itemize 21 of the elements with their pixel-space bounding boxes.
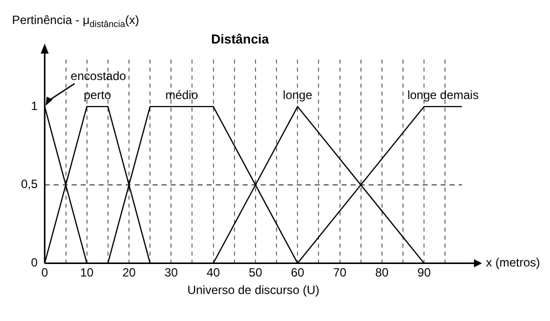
x-tick-label: 10 <box>80 266 94 280</box>
x-tick-label: 20 <box>122 266 136 280</box>
x-tick-label: 0 <box>41 266 48 280</box>
x-tick-label: 80 <box>375 266 389 280</box>
series-label: médio <box>165 88 198 102</box>
chart-title: Distância <box>211 31 270 46</box>
x-tick-label: 70 <box>333 266 347 280</box>
x-tick-label: 90 <box>417 266 432 280</box>
x-tick-label: 50 <box>248 266 262 280</box>
text: x (metros) <box>486 256 540 270</box>
y-tick-label: 0,5 <box>20 177 38 192</box>
x-axis-title: Universo de discurso (U) <box>187 283 320 298</box>
y-tick-label: 1 <box>30 98 38 113</box>
x-tick-label: 40 <box>206 266 220 280</box>
x-tick-label: 30 <box>164 266 178 280</box>
series-label: perto <box>84 88 112 102</box>
series-label: longe <box>282 88 313 102</box>
series-label: longe demais <box>407 88 479 102</box>
y-tick-label: 0 <box>30 256 38 270</box>
x-tick-label: 60 <box>290 266 305 280</box>
text: encostado <box>70 68 126 83</box>
